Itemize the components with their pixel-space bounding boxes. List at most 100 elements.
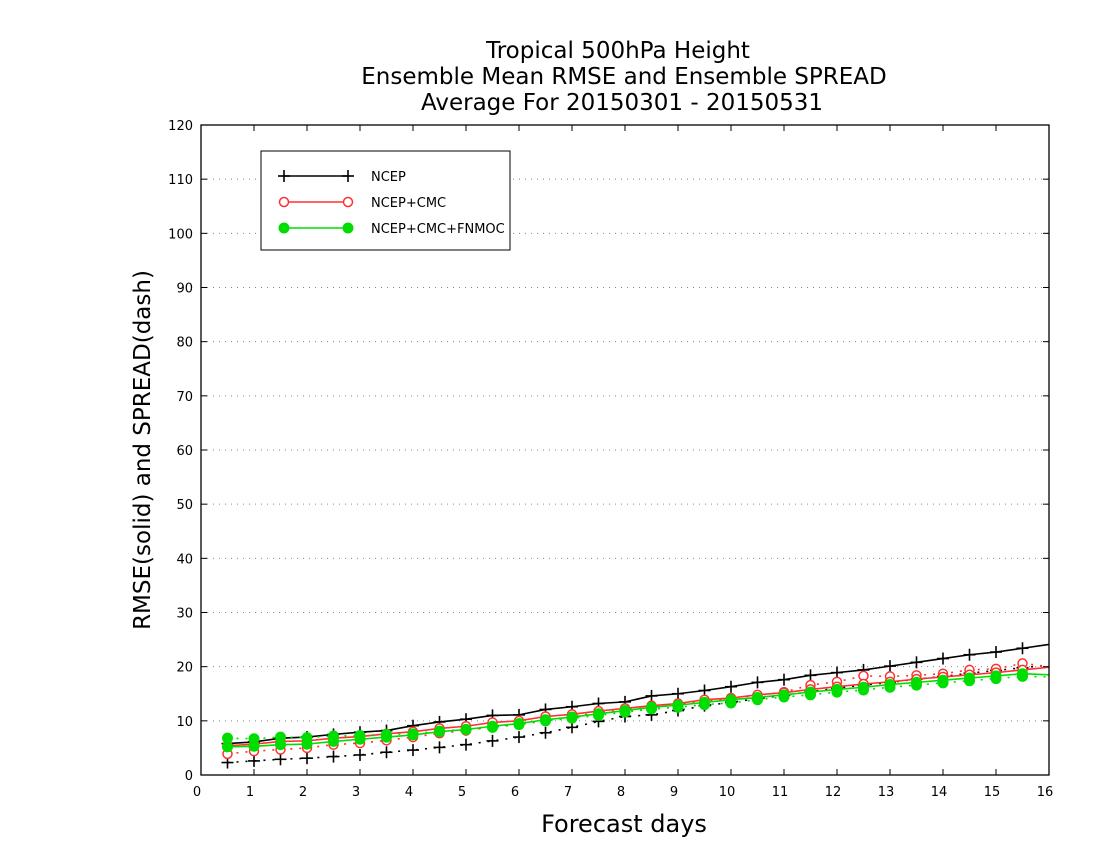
legend-marker bbox=[342, 170, 354, 182]
rmse-point bbox=[990, 670, 1002, 682]
rmse-point bbox=[937, 674, 949, 686]
x-tick-label: 15 bbox=[984, 785, 1001, 800]
legend-label: NCEP+CMC+FNMOC bbox=[371, 222, 505, 237]
x-tick-label: 2 bbox=[299, 785, 307, 800]
rmse-point bbox=[990, 646, 1002, 659]
rmse-line bbox=[227, 672, 1050, 748]
rmse-point bbox=[222, 741, 233, 753]
legend-label: NCEP bbox=[371, 170, 406, 185]
rmse-point bbox=[1016, 642, 1029, 655]
y-tick-label: 40 bbox=[176, 552, 193, 567]
rmse-point bbox=[407, 729, 419, 741]
rmse-line bbox=[227, 643, 1050, 745]
rmse-point bbox=[328, 735, 339, 747]
x-tick-label: 11 bbox=[772, 785, 789, 800]
rmse-point bbox=[354, 733, 366, 745]
rmse-point bbox=[513, 718, 525, 730]
rmse-point bbox=[275, 739, 286, 751]
x-tick-label: 10 bbox=[719, 785, 736, 800]
chart-title-line-2: Ensemble Mean RMSE and Ensemble SPREAD bbox=[361, 64, 886, 90]
x-tick-label: 13 bbox=[878, 785, 895, 800]
legend-marker bbox=[342, 196, 354, 208]
x-tick-label: 5 bbox=[458, 785, 466, 800]
rmse-point bbox=[672, 687, 684, 700]
x-tick-label: 14 bbox=[931, 785, 948, 800]
y-tick-label: 110 bbox=[168, 173, 193, 188]
rmse-line bbox=[227, 666, 1050, 747]
x-tick-label: 1 bbox=[246, 785, 254, 800]
rmse-point bbox=[487, 720, 498, 732]
x-tick-label: 9 bbox=[670, 785, 678, 800]
y-tick-label: 20 bbox=[176, 661, 193, 676]
spread-point bbox=[301, 752, 313, 765]
rmse-point bbox=[858, 681, 869, 693]
rmse-point bbox=[963, 648, 976, 661]
y-axis-label: RMSE(solid) and SPREAD(dash) bbox=[130, 270, 156, 630]
y-tick-label: 90 bbox=[176, 282, 193, 297]
spread-point bbox=[354, 748, 366, 761]
rmse-point bbox=[646, 701, 657, 713]
y-tick-label: 30 bbox=[176, 607, 193, 622]
spread-point bbox=[539, 726, 552, 739]
y-tick-label: 80 bbox=[176, 336, 193, 351]
x-tick-label: 7 bbox=[564, 785, 572, 800]
rmse-point bbox=[566, 711, 578, 723]
rmse-point bbox=[1017, 668, 1028, 680]
legend-item: NCEP bbox=[278, 170, 406, 185]
rmse-point bbox=[911, 676, 922, 688]
rmse-point bbox=[752, 692, 763, 704]
chart-title-line-1: Tropical 500hPa Height bbox=[485, 38, 750, 64]
spread-point bbox=[460, 738, 472, 751]
y-tick-label: 0 bbox=[185, 769, 193, 784]
x-tick-label: 4 bbox=[405, 785, 413, 800]
rmse-point bbox=[725, 694, 737, 706]
rmse-point bbox=[699, 696, 710, 708]
spread-point bbox=[327, 750, 340, 763]
rmse-point bbox=[778, 689, 790, 701]
y-tick-label: 60 bbox=[176, 444, 193, 459]
rmse-point bbox=[301, 738, 313, 750]
x-tick-label: 8 bbox=[617, 785, 625, 800]
legend-marker bbox=[278, 196, 290, 208]
rmse-point bbox=[937, 652, 949, 665]
chart-title-line-3: Average For 20150301 - 20150531 bbox=[421, 90, 823, 116]
rmse-point bbox=[645, 689, 658, 702]
y-tick-label: 50 bbox=[176, 498, 193, 513]
rmse-point bbox=[460, 724, 472, 735]
x-tick-label: 16 bbox=[1037, 785, 1054, 800]
spread-point bbox=[407, 744, 419, 757]
spread-line bbox=[227, 664, 1050, 764]
rmse-point bbox=[540, 714, 551, 726]
spread-point bbox=[486, 734, 499, 747]
legend-box bbox=[260, 150, 511, 251]
legend-marker bbox=[278, 222, 290, 234]
rmse-point bbox=[964, 672, 975, 684]
spread-point bbox=[513, 731, 525, 744]
spread-point bbox=[380, 746, 393, 759]
legend-item: NCEP+CMC bbox=[278, 196, 446, 211]
spread-point bbox=[433, 741, 446, 754]
spread-point bbox=[248, 754, 260, 767]
rmse-point bbox=[884, 660, 896, 673]
x-tick-label: 6 bbox=[511, 785, 519, 800]
legend-item: NCEP+CMC+FNMOC bbox=[278, 222, 505, 237]
rmse-point bbox=[381, 731, 392, 743]
rmse-point bbox=[672, 699, 684, 711]
rmse-point bbox=[831, 683, 843, 695]
y-tick-label: 120 bbox=[168, 119, 193, 134]
rmse-point bbox=[248, 740, 260, 752]
rmse-point bbox=[778, 673, 790, 686]
rmse-point bbox=[725, 680, 737, 693]
rmse-point bbox=[884, 679, 896, 691]
rmse-point bbox=[593, 708, 604, 720]
y-tick-label: 100 bbox=[168, 227, 193, 242]
x-tick-label: 3 bbox=[352, 785, 360, 800]
legend-marker bbox=[278, 170, 290, 182]
rmse-point bbox=[434, 726, 445, 738]
y-tick-label: 10 bbox=[176, 715, 193, 730]
legend-label: NCEP+CMC bbox=[371, 196, 446, 211]
rmse-point bbox=[619, 705, 631, 717]
series-ncep bbox=[221, 642, 1050, 769]
y-tick-label: 70 bbox=[176, 390, 193, 405]
